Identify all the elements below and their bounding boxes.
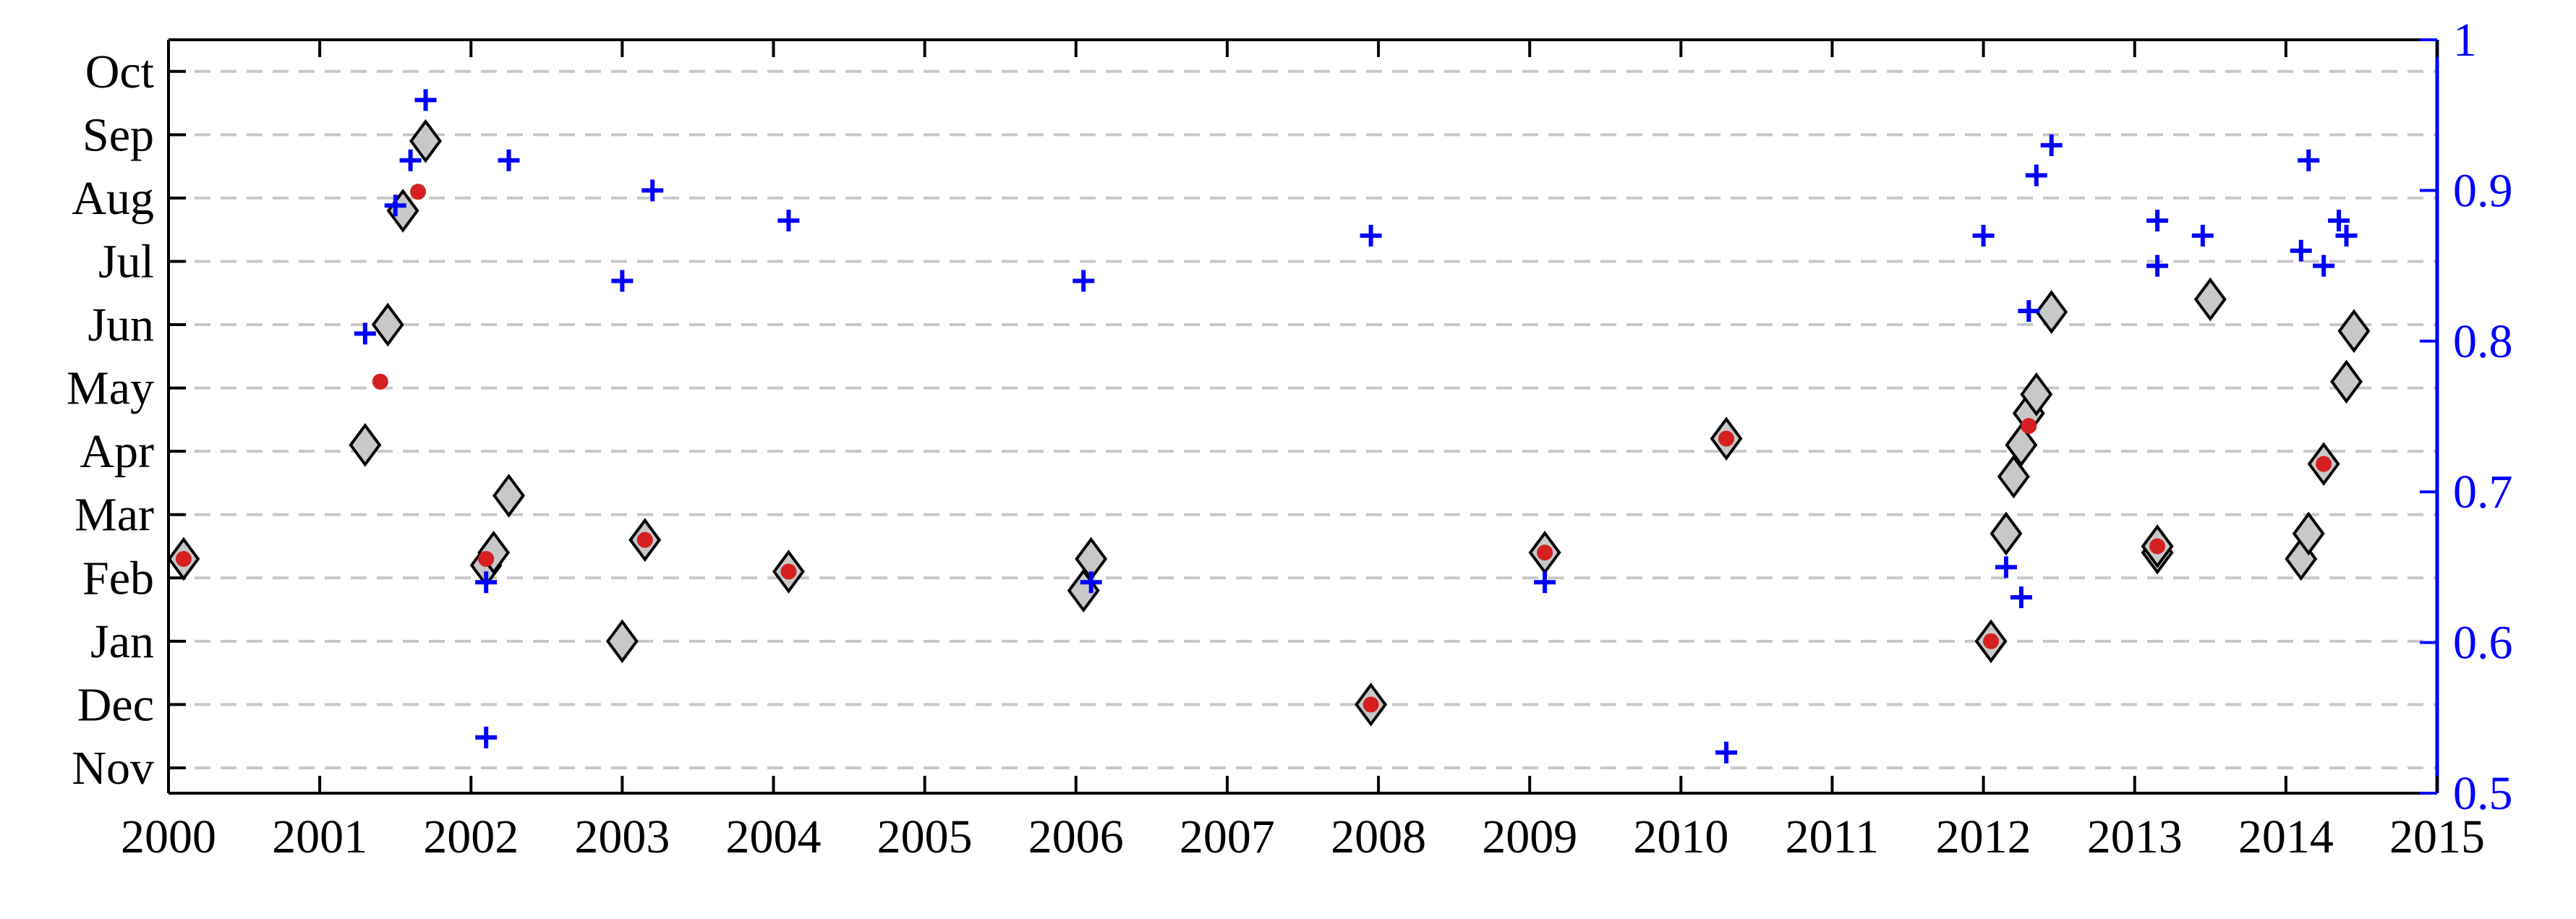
plus-point-19	[2025, 164, 2047, 187]
y-left-tick-label-dec: Dec	[77, 678, 154, 731]
red-dot-point-0	[175, 551, 192, 568]
plus-point-7	[611, 270, 634, 292]
plus-point-23	[2191, 224, 2214, 247]
plus-point-9	[777, 210, 800, 232]
plus-point-4	[475, 571, 498, 594]
y-right-tick-label-0.5: 0.5	[2453, 767, 2513, 820]
x-tick-label-2001: 2001	[272, 811, 367, 863]
x-tick-label-2007: 2007	[1180, 811, 1275, 863]
y-left-tick-label-mar: Mar	[74, 489, 154, 542]
plus-point-15	[1972, 224, 1995, 247]
x-tick-label-2002: 2002	[423, 811, 519, 863]
x-tick-label-2013: 2013	[2087, 811, 2183, 863]
red-dot-point-8	[1718, 430, 1735, 447]
x-tick-label-2014: 2014	[2238, 811, 2334, 863]
diamond-point-4	[409, 119, 443, 163]
y-left-tick-label-oct: Oct	[85, 46, 154, 98]
y-right-tick-label-0.7: 0.7	[2453, 466, 2513, 518]
diamond-point-19	[2005, 423, 2038, 467]
plus-point-11	[1080, 571, 1102, 594]
x-tick-label-2003: 2003	[574, 811, 670, 863]
plus-point-27	[2328, 210, 2350, 232]
plus-point-28	[2335, 224, 2358, 247]
plus-point-8	[641, 179, 664, 202]
red-dot-point-10	[2021, 418, 2037, 435]
x-tick-label-2005: 2005	[877, 811, 973, 863]
diamond-point-2	[371, 302, 404, 347]
data-marks	[167, 89, 2371, 764]
red-dot-point-12	[2316, 456, 2332, 472]
diamond-point-17	[1989, 511, 2023, 556]
plus-point-3	[414, 89, 437, 111]
y-right-tick-label-1: 1	[2453, 14, 2477, 67]
red-dot-point-3	[478, 551, 495, 568]
y-left-tick-label-may: May	[67, 362, 154, 415]
y-left-tick-label-jan: Jan	[90, 615, 154, 668]
diamond-point-25	[2193, 277, 2227, 322]
diamond-point-8	[605, 619, 639, 664]
y-right-tick-label-0.8: 0.8	[2453, 315, 2513, 368]
red-dot-point-6	[1362, 696, 1379, 713]
red-dot-point-11	[2149, 538, 2166, 555]
gridlines	[169, 69, 2437, 769]
plus-point-14	[1715, 741, 1738, 764]
x-tick-label-2006: 2006	[1028, 811, 1124, 863]
tick-labels: 2000 2001 2002 2003 2004 2005 2006 2007 2008 2009…	[67, 14, 2512, 863]
plus-point-22	[2146, 255, 2169, 277]
diamond-point-22	[2035, 290, 2068, 334]
y-left-tick-label-nov: Nov	[72, 742, 154, 795]
plus-point-26	[2313, 255, 2335, 277]
red-dot-point-1	[372, 373, 388, 390]
diamond-point-29	[2330, 359, 2363, 404]
plus-point-6	[498, 149, 520, 171]
diamond-point-27	[2292, 511, 2325, 556]
y-left-tick-label-jul: Jul	[98, 235, 154, 288]
x-tick-label-2011: 2011	[1786, 811, 1880, 863]
diamond-point-18	[1997, 454, 2030, 499]
red-dot-point-7	[1537, 544, 1553, 561]
y-right-tick-label-0.6: 0.6	[2453, 617, 2513, 670]
y-left-tick-label-aug: Aug	[72, 172, 154, 225]
plus-point-18	[2018, 300, 2040, 322]
plus-point-5	[475, 726, 498, 748]
diamond-point-1	[349, 423, 382, 467]
plus-point-0	[354, 322, 376, 345]
x-tick-label-2000: 2000	[121, 811, 216, 863]
red-dot-point-9	[1983, 633, 2000, 649]
red-dot-point-2	[410, 184, 427, 200]
plus-point-20	[2040, 134, 2063, 156]
x-tick-label-2009: 2009	[1482, 811, 1577, 863]
plus-point-17	[2010, 586, 2032, 609]
red-dot-point-5	[780, 563, 797, 580]
red-dot-point-4	[636, 531, 653, 548]
x-tick-label-2010: 2010	[1633, 811, 1728, 863]
axes	[167, 38, 2439, 795]
plus-point-10	[1072, 270, 1095, 292]
plus-point-12	[1360, 224, 1382, 247]
x-tick-label-2015: 2015	[2389, 811, 2485, 863]
y-left-tick-label-sep: Sep	[82, 108, 154, 161]
y-right-tick-label-0.9: 0.9	[2453, 164, 2513, 217]
x-tick-label-2008: 2008	[1331, 811, 1426, 863]
y-left-tick-label-jun: Jun	[88, 299, 154, 351]
plus-point-25	[2298, 149, 2320, 171]
x-tick-label-2004: 2004	[726, 811, 822, 863]
plus-point-13	[1534, 571, 1556, 594]
diamond-point-21	[2020, 372, 2053, 416]
plus-point-1	[384, 195, 406, 217]
plus-point-2	[399, 149, 422, 171]
y-left-tick-label-apr: Apr	[80, 425, 154, 478]
y-left-tick-label-feb: Feb	[82, 552, 154, 604]
diamond-point-7	[492, 474, 526, 518]
plus-point-21	[2146, 210, 2169, 232]
plus-point-16	[1995, 556, 2017, 578]
plus-point-24	[2290, 239, 2312, 262]
diamond-point-30	[2337, 309, 2371, 354]
x-tick-label-2012: 2012	[1936, 811, 2031, 863]
